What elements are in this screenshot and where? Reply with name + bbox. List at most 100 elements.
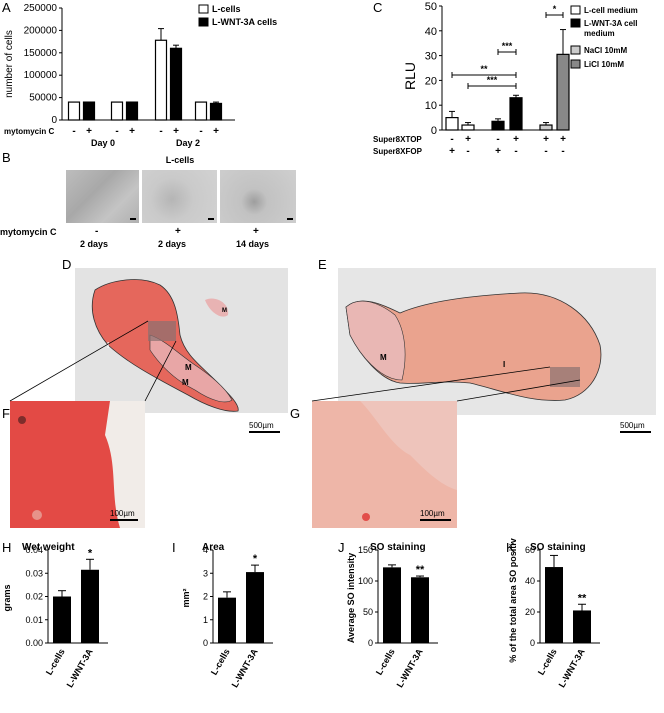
y-tick-label: 40: [525, 576, 535, 586]
row-sign: +: [449, 146, 455, 157]
bar: [556, 53, 570, 131]
chart-title: Wet weight: [22, 542, 75, 553]
mytomycin-sign: -: [72, 126, 75, 137]
row-sign: -: [561, 146, 564, 157]
y-tick-label: 250000: [24, 3, 58, 14]
chart-title: SO staining: [370, 542, 426, 553]
legend-swatch: [570, 45, 581, 55]
bar: [509, 97, 523, 131]
y-tick-label: 20: [525, 607, 535, 617]
y-tick-label: 200000: [24, 25, 58, 36]
row-sign: -: [466, 146, 469, 157]
legend-swatch: [198, 4, 209, 14]
bar: [573, 610, 591, 643]
bar: [169, 47, 183, 121]
panel-d-label-1: I: [107, 341, 109, 350]
chart-title: SO staining: [530, 542, 586, 553]
y-tick-label: 50: [363, 607, 373, 617]
x-tick-label: L-cells: [374, 647, 397, 677]
x-tick-label: L-WNT-3A: [395, 647, 425, 690]
row-sign: +: [513, 134, 519, 145]
bar: [82, 101, 96, 121]
group-label: Day 0: [91, 138, 115, 148]
y-axis-label: mm²: [181, 588, 191, 607]
panel-b-row-label: mytomycin C: [0, 227, 57, 237]
y-tick-label: 0: [51, 115, 57, 126]
sig-label: ***: [502, 41, 513, 51]
bar: [218, 597, 236, 643]
group-label: Day 2: [176, 138, 200, 148]
mytomycin-label: mytomycin C: [4, 127, 54, 136]
y-tick-label: 0.04: [25, 545, 43, 555]
panel-d-label-2: M: [185, 363, 192, 372]
bottom-charts: Wet weight 0.00 0.01 0.02 0.03 0.04 grams L-cel…: [2, 538, 600, 690]
connector-e-g-1: [311, 366, 551, 402]
legend-swatch: [198, 17, 209, 27]
legend-label: L-cell medium: [584, 6, 638, 15]
bar: [154, 39, 168, 121]
x-tick-label: L-cells: [536, 647, 559, 677]
legend-label: medium: [584, 29, 615, 38]
row-label-fop: Super8XFOP: [373, 147, 423, 156]
panel-g-scale-text: 100µm: [420, 509, 445, 518]
y-tick-label: 60: [525, 545, 535, 555]
y-axis-label: Average SO intensity: [346, 553, 356, 643]
y-tick-label: 10: [425, 100, 437, 112]
bar: [81, 569, 99, 643]
tissue-e-main: [345, 292, 602, 401]
row-sign: -: [544, 146, 547, 157]
y-tick-label: 0: [431, 125, 437, 137]
legend-label: LiCl 10mM: [584, 60, 624, 69]
bar: [194, 101, 208, 121]
y-axis-label: % of the total area SO positive: [508, 538, 518, 663]
y-tick-label: 150: [358, 545, 373, 555]
legend-swatch: [570, 18, 581, 28]
legend-label: L-WNT-3A cells: [212, 17, 277, 27]
sig-label: *: [88, 547, 93, 559]
y-axis-label: number of cells: [4, 30, 15, 98]
legend-label: L-WNT-3A cell: [584, 19, 637, 28]
panel-d-zoom-box: [148, 321, 176, 341]
panel-b-duration-1: 2 days: [80, 239, 109, 249]
y-tick-label: 0.01: [25, 615, 43, 625]
bar: [110, 101, 124, 121]
y-axis-label: grams: [2, 584, 12, 611]
sig-label: *: [253, 553, 258, 565]
panel-b-sign-1: -: [95, 226, 99, 237]
bar: [383, 567, 401, 643]
y-tick-label: 0: [203, 638, 208, 648]
y-tick-label: 4: [203, 545, 208, 555]
sig-label: ***: [487, 75, 498, 85]
legend-swatch: [570, 59, 581, 69]
row-sign: -: [496, 134, 499, 145]
panel-letter-b: B: [2, 150, 11, 165]
panel-b: L-cells mytomycin C - + + 2 days 2 days …: [0, 150, 310, 250]
panel-e-label-2: I: [503, 360, 505, 369]
panel-d-scale-text: 500µm: [249, 421, 274, 430]
panel-b-sign-3: +: [253, 226, 259, 237]
tissue-d-fragment: [205, 298, 229, 317]
bar: [445, 116, 459, 131]
tissue-e-m-region: [345, 300, 406, 381]
panel-letter-a: A: [2, 0, 11, 15]
x-tick-label: L-WNT-3A: [230, 647, 260, 690]
micrograph-3: [220, 170, 296, 223]
mytomycin-sign: +: [129, 126, 135, 137]
row-sign: +: [543, 134, 549, 145]
panel-g-region: [360, 401, 457, 490]
y-tick-label: 2: [203, 592, 208, 602]
panel-e-zoom-box: [550, 367, 580, 387]
bar: [545, 567, 563, 643]
panel-letter-c: C: [373, 0, 383, 15]
panel-e-scale-text: 500µm: [620, 421, 645, 430]
mytomycin-sign: +: [86, 126, 92, 137]
connector-d-f-2: [144, 340, 177, 402]
y-tick-label: 3: [203, 568, 208, 578]
row-label-top: Super8XTOP: [373, 135, 422, 144]
y-tick-label: 0.02: [25, 592, 43, 602]
bar: [53, 596, 71, 643]
panel-f-edge: [105, 401, 145, 528]
panel-letter-j: J: [338, 540, 345, 555]
row-sign: +: [560, 134, 566, 145]
y-tick-label: 0.03: [25, 568, 43, 578]
